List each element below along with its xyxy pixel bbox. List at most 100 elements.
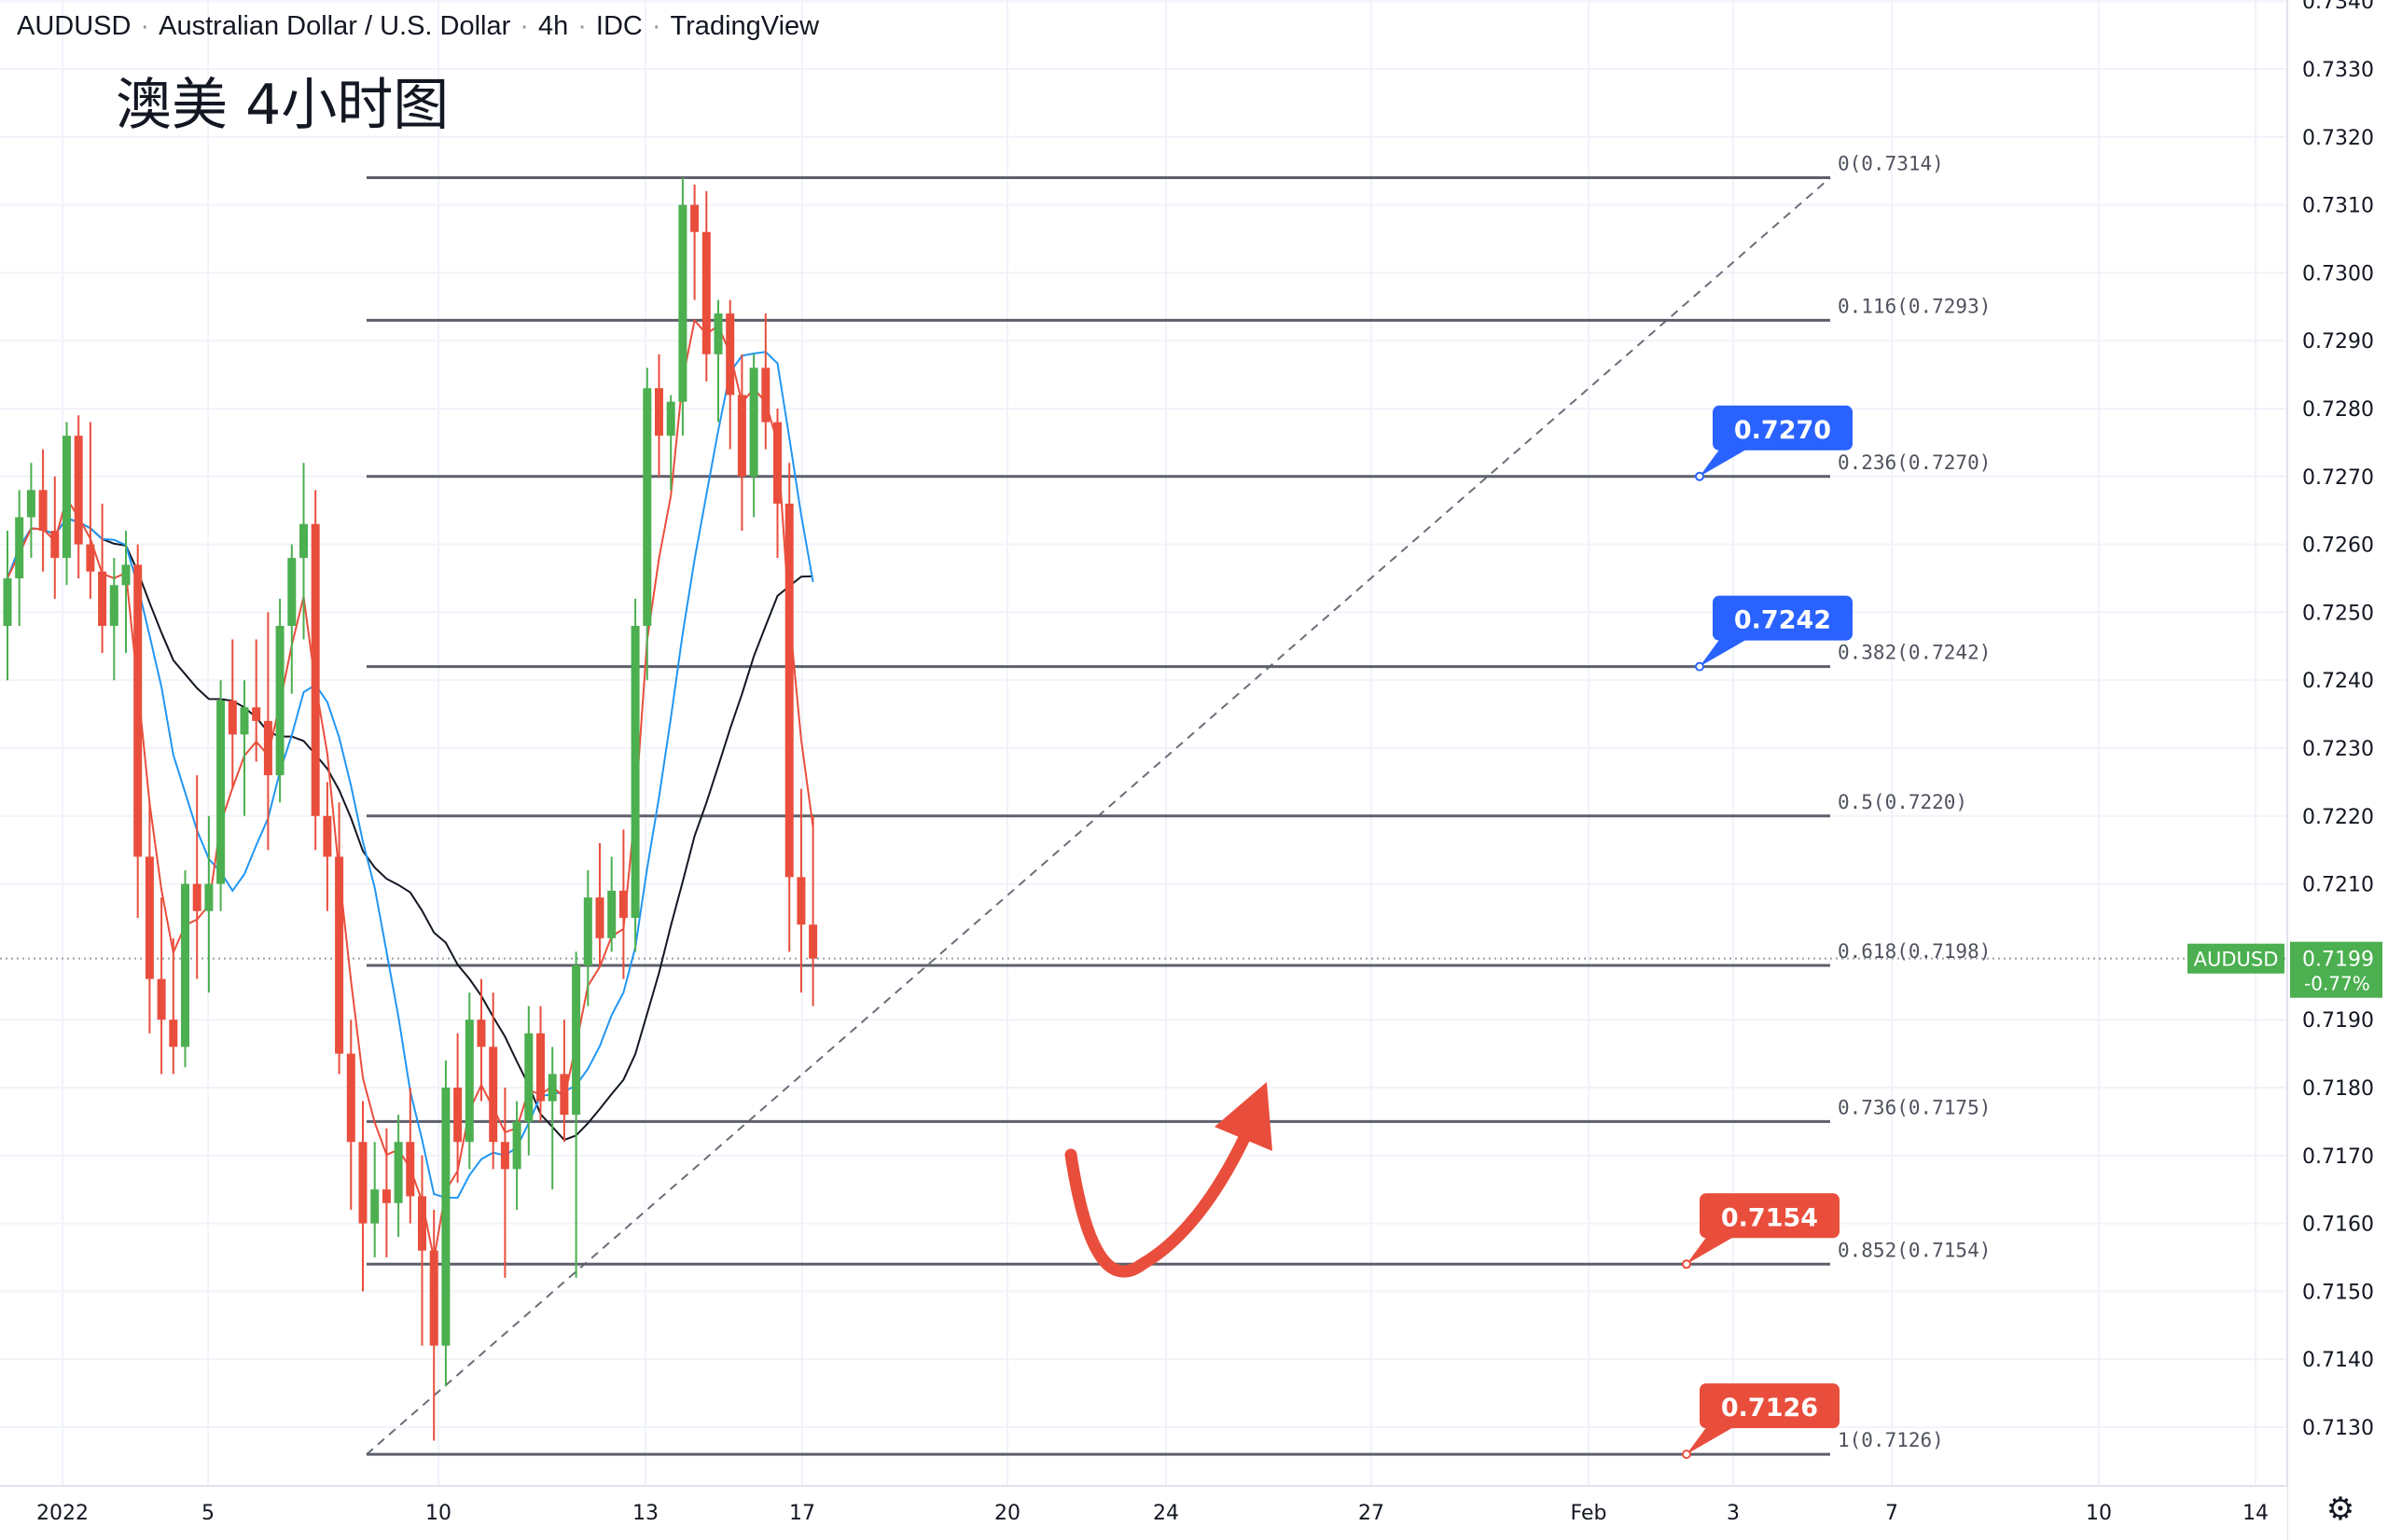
candle-body (133, 564, 143, 857)
candle-body (761, 368, 771, 423)
time-tick-label: 5 (201, 1502, 215, 1525)
candle-body (38, 490, 48, 532)
price-tick-label: 0.7170 (2302, 1145, 2374, 1169)
candle-body (15, 517, 24, 578)
candle-body (560, 1074, 569, 1116)
candle-body (773, 422, 782, 504)
candle-body (145, 856, 154, 979)
candle-body (512, 1121, 521, 1170)
bounce-arrow-annotation (1064, 1082, 1272, 1278)
data-source: IDC (595, 11, 643, 41)
callout-pointer (1700, 448, 1748, 477)
candle-body (583, 897, 592, 965)
price-callout[interactable]: 0.7242 (1695, 595, 1853, 672)
fib-level-label: 0.736(0.7175) (1838, 1096, 1991, 1118)
candle-body (98, 571, 107, 626)
ma-medium-line (7, 351, 814, 1200)
time-tick-label: 14 (2242, 1502, 2269, 1525)
price-tick-label: 0.7160 (2302, 1214, 2374, 1237)
price-tick-label: 0.7250 (2302, 602, 2374, 625)
candle-body (287, 558, 297, 626)
fib-level-label: 0.116(0.7293) (1838, 295, 1991, 317)
candle-body (216, 701, 226, 884)
time-axis[interactable]: 2022 5 10 13 17 20 24 27 Feb 3 7 10 14 (0, 1485, 2287, 1540)
candle-body (453, 1088, 463, 1143)
price-tick-label: 0.7240 (2302, 670, 2374, 693)
symbol-name[interactable]: AUDUSD (17, 11, 132, 41)
candle-body (749, 368, 758, 477)
time-tick-label: 17 (789, 1502, 815, 1525)
candle-body (394, 1142, 403, 1203)
price-tick-label: 0.7290 (2302, 330, 2374, 354)
price-tick-label: 0.7230 (2302, 738, 2374, 761)
fib-level-label: 0.852(0.7154) (1838, 1239, 1991, 1261)
candle-body (263, 720, 272, 776)
callout-anchor (1695, 661, 1704, 672)
callout-anchor (1682, 1259, 1691, 1269)
price-callout[interactable]: 0.7154 (1682, 1193, 1840, 1269)
price-tick-label: 0.7140 (2302, 1349, 2374, 1372)
symbol-description: Australian Dollar / U.S. Dollar (159, 11, 511, 41)
fib-level-label: 1(0.7126) (1838, 1429, 1944, 1451)
bounce-arrow-curve (1064, 1133, 1250, 1278)
last-price-label: AUDUSD 0.7199-0.77% (2187, 941, 2382, 998)
gear-icon[interactable]: ⚙ (2326, 1491, 2355, 1528)
candle-body (524, 1033, 534, 1122)
candlestick-series (3, 177, 818, 1441)
candle-body (737, 395, 746, 477)
time-tick-label: 10 (2086, 1502, 2112, 1525)
price-tick-label: 0.7180 (2302, 1077, 2374, 1101)
candle-body (607, 890, 617, 938)
candle-body (595, 897, 604, 938)
candle-body (666, 401, 675, 437)
time-tick-label: 2022 (36, 1502, 89, 1525)
candle-body (3, 578, 12, 626)
candle-body (797, 877, 806, 925)
price-tick-label: 0.7270 (2302, 466, 2374, 490)
candle-body (169, 1020, 178, 1047)
candle-body (726, 313, 735, 395)
candle-body (678, 204, 687, 402)
callout-pointer (1687, 1426, 1735, 1455)
candle-body (701, 231, 711, 354)
candle-body (228, 701, 237, 735)
price-axis-bg (2287, 0, 2388, 1540)
chart-header: AUDUSD · Australian Dollar / U.S. Dollar · 4… (17, 11, 820, 41)
price-tick-label: 0.7330 (2302, 59, 2374, 82)
candle-body (358, 1142, 368, 1224)
time-tick-label: 13 (632, 1502, 659, 1525)
fib-level-label: 0.618(0.7198) (1838, 940, 1991, 963)
candle-body (429, 1250, 438, 1346)
candle-body (370, 1189, 380, 1224)
candle-body (441, 1088, 451, 1346)
candle-body (74, 436, 83, 545)
candle-body (548, 1074, 557, 1102)
price-callout[interactable]: 0.7270 (1695, 405, 1853, 481)
price-callout[interactable]: 0.7126 (1682, 1383, 1840, 1460)
candle-body (418, 1196, 426, 1251)
price-tick-label: 0.7320 (2302, 127, 2374, 150)
time-tick-label: 27 (1358, 1502, 1384, 1525)
candle-body (204, 883, 214, 911)
price-callouts[interactable]: 0.7270 0.7242 0.7154 0.7126 (1682, 405, 1853, 1460)
price-tick-label: 0.7130 (2302, 1417, 2374, 1440)
candle-body (489, 1047, 498, 1143)
candle-body (121, 564, 131, 586)
candle-body (192, 883, 201, 911)
price-axis[interactable]: 0.7130 0.7140 0.7150 0.7160 0.7170 0.7180 0.71… (2286, 0, 2388, 1540)
fib-level-label: 0(0.7314) (1838, 152, 1944, 174)
fib-level-label: 0.236(0.7270) (1838, 451, 1991, 474)
callout-pointer (1700, 638, 1748, 667)
fibonacci-retracement[interactable]: 0(0.7314) 0.116(0.7293) 0.236(0.7270) 0.382… (367, 152, 1991, 1456)
candle-body (252, 707, 261, 721)
candle-body (299, 523, 308, 559)
provider-name: TradingView (670, 11, 820, 41)
candle-body (714, 313, 723, 354)
candle-body (240, 707, 249, 735)
candle-body (181, 883, 189, 1047)
interval-label[interactable]: 4h (537, 11, 569, 41)
fib-level-label: 0.382(0.7242) (1838, 642, 1991, 664)
price-tick-label: 0.7210 (2302, 874, 2374, 897)
time-tick-label: 20 (994, 1502, 1020, 1525)
